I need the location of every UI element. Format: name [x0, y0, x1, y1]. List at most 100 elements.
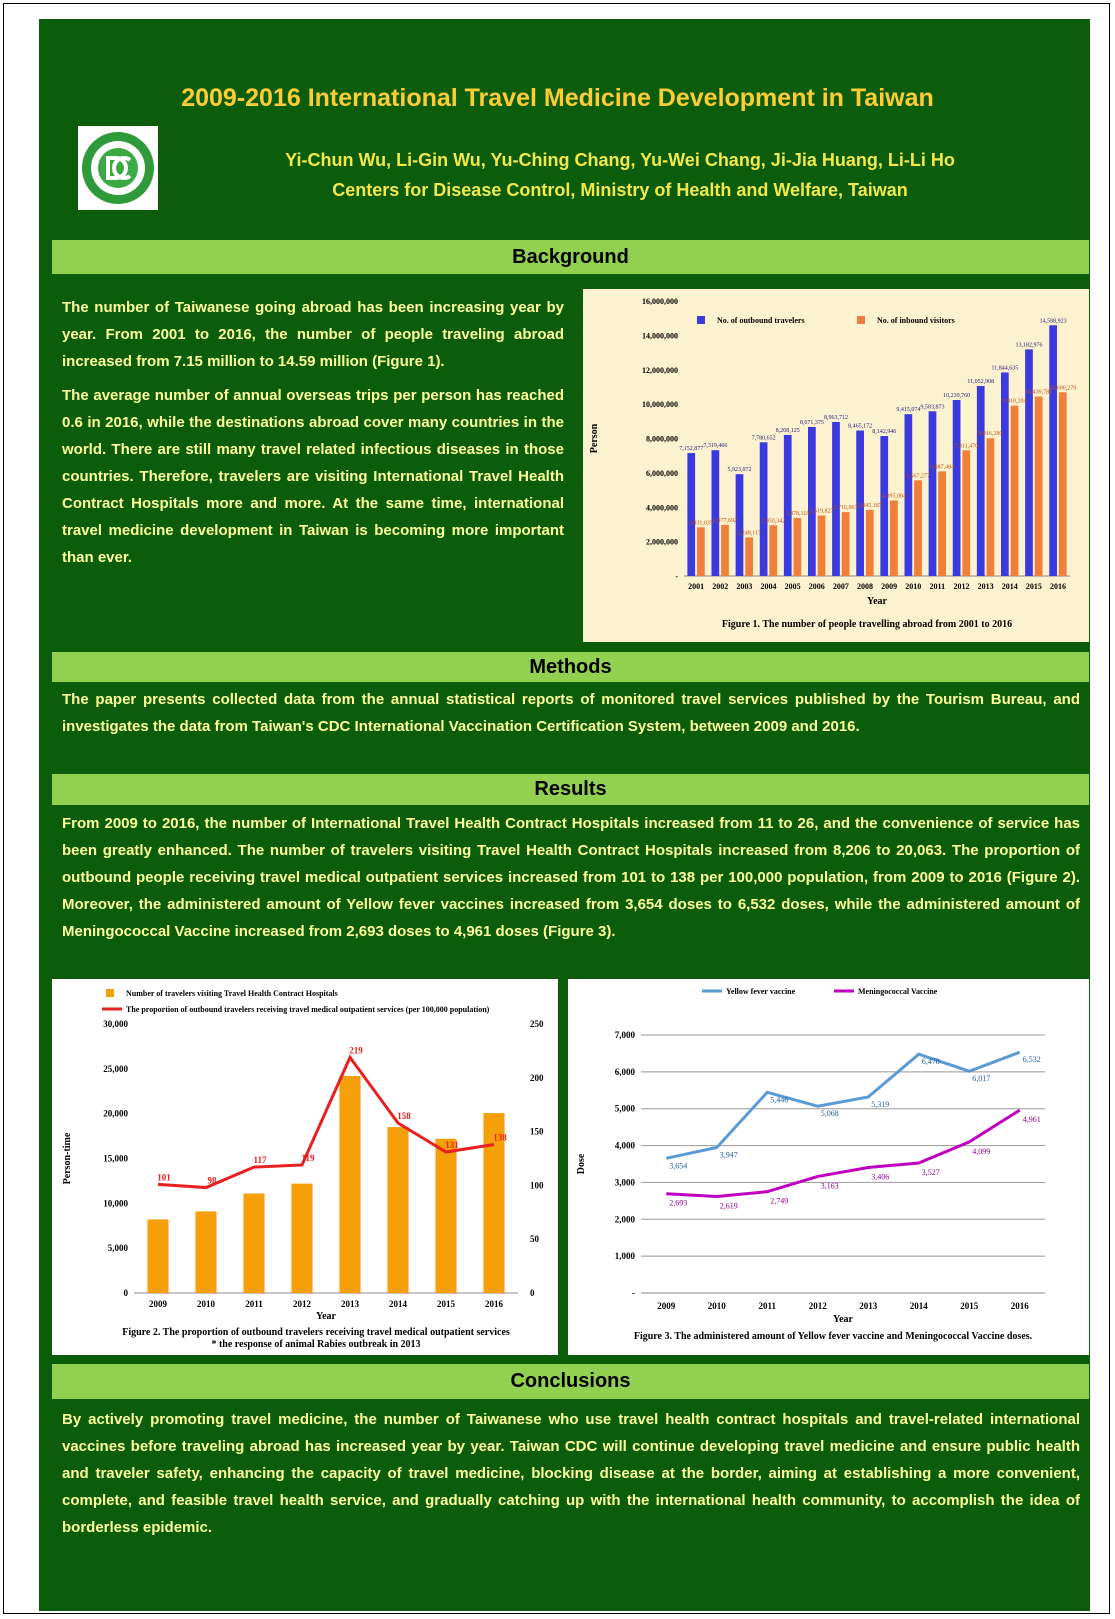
paragraph: By actively promoting travel medicine, t…	[62, 1411, 1080, 1536]
y-tick-label: 7,000	[615, 1030, 636, 1040]
x-tick-label: 2007	[833, 582, 849, 591]
x-tick-label: 2012	[809, 1301, 828, 1311]
data-label: 3,527	[922, 1168, 940, 1177]
data-label: 5,567,277	[906, 473, 930, 479]
data-label: 98	[208, 1176, 218, 1186]
y2-tick-label: 100	[530, 1180, 544, 1190]
data-label: 8,465,172	[848, 424, 872, 430]
logo	[78, 126, 158, 210]
data-label: 138	[493, 1133, 507, 1143]
figure-2: 0 5,000 10,000 15,000 20,000 25,000 30,000 0 50 1…	[52, 979, 558, 1355]
data-label: 6,017	[972, 1074, 990, 1083]
legend-label: No. of inbound visitors	[877, 316, 955, 325]
bar	[697, 527, 705, 576]
x-axis-label: Year	[833, 1314, 854, 1325]
x-tick-label: 2011	[930, 582, 946, 591]
data-label: 11,844,635	[991, 365, 1018, 371]
bar	[904, 414, 913, 576]
x-tick-label: 2010	[905, 582, 921, 591]
data-label: 9,910,204	[1003, 399, 1027, 405]
data-label: 2,619	[720, 1201, 738, 1210]
y2-tick-label: 50	[530, 1234, 540, 1244]
bar	[735, 474, 744, 576]
data-label: 3,716,063	[834, 505, 858, 511]
conclusions-text: By actively promoting travel medicine, t…	[62, 1406, 1080, 1548]
bar	[952, 400, 961, 576]
data-label: 5,068	[821, 1109, 839, 1118]
x-tick-label: 2014	[910, 1301, 929, 1311]
bar	[435, 1138, 457, 1293]
bar	[890, 500, 898, 576]
data-label: 11,052,908	[967, 379, 994, 385]
y-axis-label: Dose	[576, 1153, 587, 1174]
x-tick-label: 2011	[758, 1301, 776, 1311]
data-label: 131	[445, 1140, 459, 1150]
data-label: 13,182,976	[1015, 342, 1042, 348]
bar	[387, 1127, 409, 1293]
bar	[783, 434, 792, 576]
bar	[938, 471, 946, 576]
y2-tick-label: 250	[530, 1019, 544, 1029]
y2-tick-label: 200	[530, 1073, 544, 1083]
legend-label: No. of outbound travelers	[717, 316, 805, 325]
x-tick-label: 2010	[197, 1299, 216, 1309]
y-tick-label: 16,000,000	[642, 297, 678, 306]
data-label: 3,654	[669, 1161, 687, 1170]
bar	[1025, 349, 1033, 576]
x-tick-label: 2006	[809, 582, 825, 591]
bar	[832, 421, 840, 576]
y-tick-label: 4,000	[615, 1141, 636, 1151]
bar	[147, 1219, 169, 1293]
bar	[687, 453, 696, 576]
x-tick-label: 2003	[736, 582, 752, 591]
y-tick-label: 15,000	[103, 1154, 128, 1164]
data-label: 3,406	[871, 1172, 889, 1181]
data-label: 117	[253, 1155, 267, 1165]
data-label: 5,319	[871, 1100, 889, 1109]
logo-mark	[106, 156, 132, 180]
x-tick-label: 2012	[953, 582, 969, 591]
y-tick-label: -	[675, 572, 678, 581]
y-tick-label: 12,000,000	[642, 366, 678, 375]
section-heading: Conclusions	[52, 1364, 1089, 1399]
x-tick-label: 2010	[708, 1301, 727, 1311]
caption: Figure 1. The number of people travellin…	[722, 619, 1012, 630]
data-label: 10,239,760	[943, 393, 970, 399]
bar	[195, 1211, 217, 1293]
x-axis-label: Year	[867, 596, 888, 607]
data-label: 2,693	[669, 1199, 687, 1208]
poster-title: 2009-2016 International Travel Medicine …	[181, 84, 934, 112]
frame	[3, 3, 1110, 1614]
bar	[243, 1193, 265, 1293]
x-tick-label: 2011	[245, 1299, 263, 1309]
data-label: 2,950,342	[761, 518, 785, 524]
y-tick-label: 6,000	[615, 1067, 636, 1077]
data-label: 219	[349, 1045, 363, 1055]
bar	[1034, 396, 1043, 576]
x-tick-label: 2012	[293, 1299, 312, 1309]
legend-swatch	[857, 316, 865, 324]
y-tick-label: 8,000,000	[646, 435, 678, 444]
y-tick-label: -	[632, 1288, 635, 1298]
bar	[914, 480, 922, 576]
x-tick-label: 2009	[881, 582, 897, 591]
caption: Figure 2. The proportion of outbound tra…	[122, 1327, 510, 1338]
x-tick-label: 2014	[389, 1299, 408, 1309]
y-axis-label: Person-time	[62, 1132, 73, 1184]
data-label: 8,142,946	[872, 429, 896, 435]
data-label: 6,478	[922, 1057, 940, 1066]
bar	[759, 442, 768, 576]
line	[665, 1050, 1021, 1160]
data-label: 3,845,187	[858, 503, 882, 509]
bar	[962, 450, 971, 576]
data-label: 6,532	[1023, 1055, 1041, 1064]
data-label: 5,923,072	[727, 467, 751, 473]
legend-label: Meningococcal Vaccine	[858, 987, 938, 996]
data-label: 9,415,074	[896, 407, 920, 413]
x-axis-label: Year	[316, 1311, 337, 1322]
y-tick-label: 25,000	[103, 1064, 128, 1074]
line	[157, 1054, 495, 1190]
legend-label: The proportion of outbound travelers rec…	[126, 1005, 490, 1014]
methods-text: The paper presents collected data from t…	[62, 686, 1080, 747]
paragraph: The average number of annual overseas tr…	[62, 387, 564, 566]
